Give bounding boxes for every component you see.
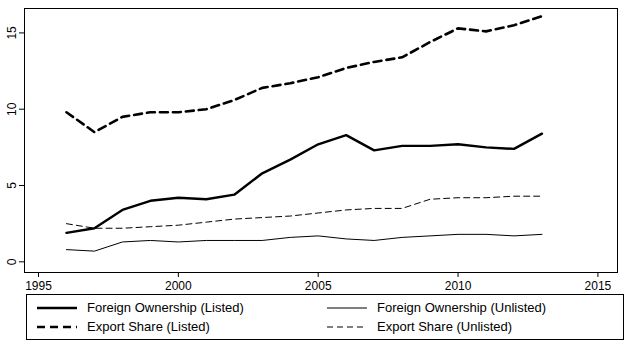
svg-text:2000: 2000 [165,279,192,292]
svg-text:2015: 2015 [585,279,612,292]
html-text:Export Share (Listed): Export Share (Listed) [87,319,210,334]
svg-text:15: 15 [5,26,19,40]
html-text:Foreign Ownership (Listed): Foreign Ownership (Listed) [87,300,244,315]
svg-text:2005: 2005 [305,279,332,292]
svg-text:10: 10 [5,102,19,116]
html-text:Export Share (Unlisted): Export Share (Unlisted) [377,319,513,334]
svg-text:2010: 2010 [445,279,472,292]
svg-text:5: 5 [5,182,19,189]
svg-text:0: 0 [5,258,19,265]
svg-text:1995: 1995 [25,279,52,292]
html-text:Foreign Ownership (Unlisted): Foreign Ownership (Unlisted) [377,300,547,315]
